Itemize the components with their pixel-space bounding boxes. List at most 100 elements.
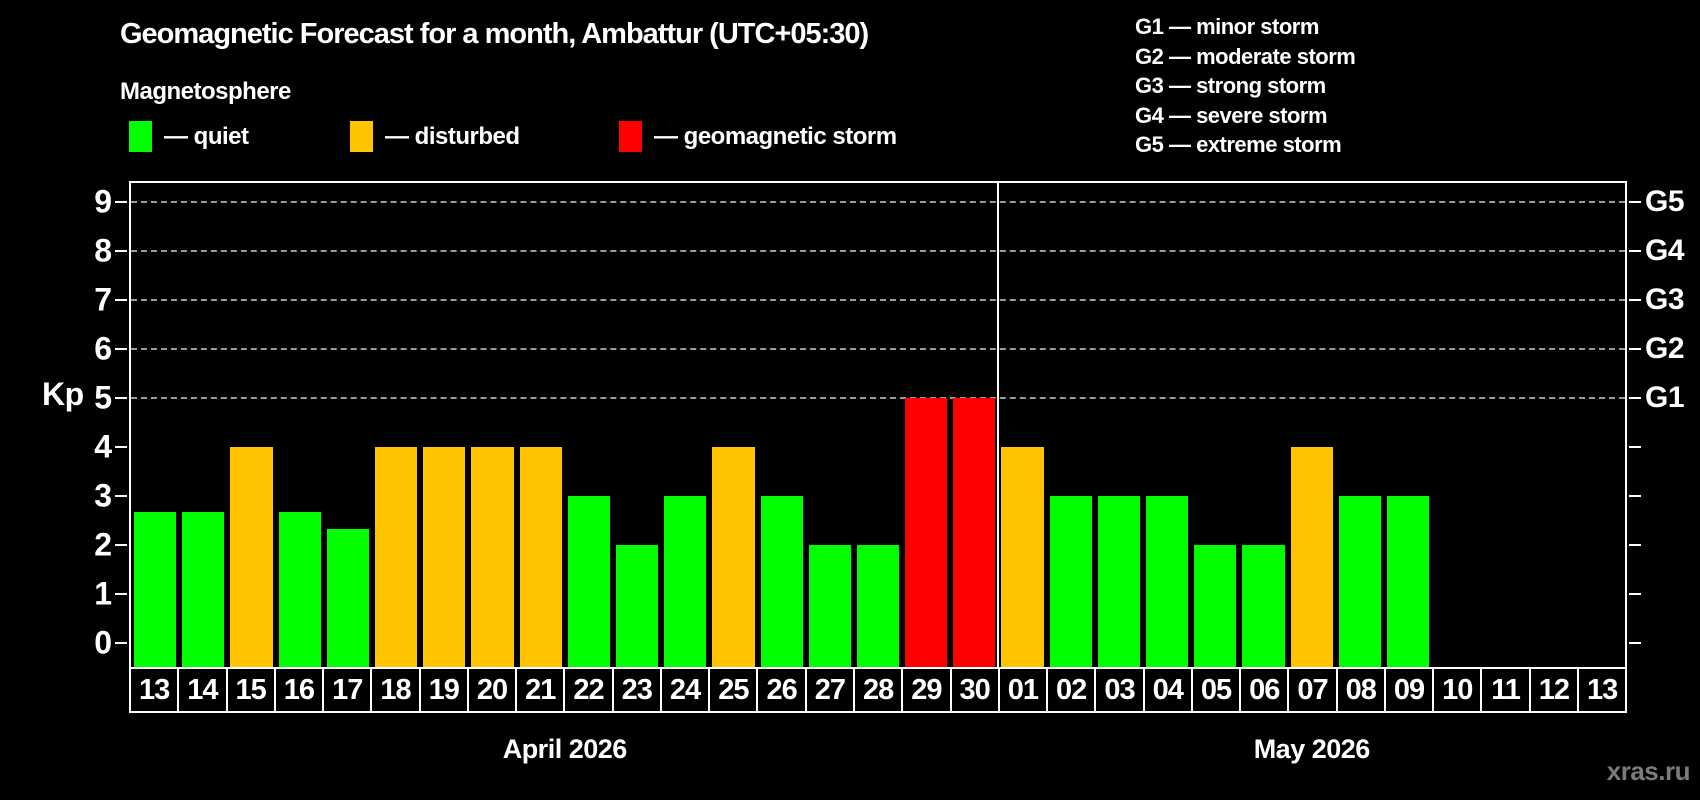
kp-bar (1049, 496, 1092, 667)
disturbed-swatch-icon (350, 121, 373, 152)
kp-bar (326, 528, 369, 667)
kp-bar (905, 398, 948, 667)
y-tick-label: 6 (94, 330, 112, 367)
day-label: 11 (1482, 669, 1531, 711)
y-tick-label: 3 (94, 477, 112, 514)
kp-bar (230, 447, 273, 667)
day-label: 14 (179, 669, 228, 711)
legend-label: — quiet (164, 122, 249, 150)
day-label: 18 (372, 669, 421, 711)
kp-bar (1001, 447, 1044, 667)
kp-bar (1242, 545, 1285, 667)
kp-bar (712, 447, 755, 667)
g-level-label: G2 (1645, 332, 1685, 365)
y-axis-label: Kp (42, 376, 84, 412)
legend-item-storm: — geomagnetic storm (619, 121, 897, 152)
day-label: 13 (1586, 673, 1618, 706)
y-axis-tick (115, 250, 127, 252)
kp-bar (471, 447, 514, 667)
y-axis-tick (1629, 397, 1641, 399)
day-label: 29 (903, 669, 952, 711)
y-axis-tick (115, 397, 127, 399)
plot-area: 0 1 2 3 4 5 6 7 8 9 G1 G2 G3 G4 G5 13 14 15 16 17 18 19 20 21 22… (94, 181, 1685, 713)
day-label: 12 (1531, 669, 1579, 711)
y-tick-label: 0 (94, 624, 112, 661)
g-legend-line: G5 — extreme storm (1135, 132, 1342, 157)
y-tick-label: 4 (94, 428, 112, 465)
day-label: 24 (662, 669, 711, 711)
kp-bar (808, 545, 851, 667)
y-axis-tick (1629, 446, 1641, 448)
day-label: 07 (1289, 669, 1338, 711)
y-axis-tick (1629, 593, 1641, 595)
kp-bar (374, 447, 418, 667)
chart-subtitle: Magnetosphere (120, 78, 291, 105)
legend-label: — geomagnetic storm (654, 122, 897, 150)
y-axis-tick (1629, 642, 1641, 644)
y-tick-label: 9 (94, 183, 112, 220)
g-level-label: G5 (1645, 185, 1685, 218)
day-label: 04 (1145, 669, 1193, 711)
day-label: 25 (710, 669, 759, 711)
day-label: 20 (469, 669, 518, 711)
y-tick-label: 5 (94, 379, 112, 416)
day-label: 08 (1338, 669, 1386, 711)
y-axis-tick (115, 544, 127, 546)
gridline (131, 201, 1625, 203)
day-label: 19 (421, 669, 469, 711)
day-label: 30 (952, 669, 1000, 711)
kp-bar (856, 545, 900, 667)
day-label: 22 (565, 669, 614, 711)
y-axis-tick (1629, 495, 1641, 497)
y-tick-label: 8 (94, 232, 112, 269)
kp-bar (278, 512, 321, 667)
kp-bar (664, 496, 707, 667)
kp-bar (519, 447, 562, 667)
day-label: 10 (1434, 669, 1483, 711)
plot-inner: 0 1 2 3 4 5 6 7 8 9 G1 G2 G3 G4 G5 13 14 15 16 17 18 19 20 21 22… (94, 183, 1685, 713)
kp-bar (953, 398, 996, 667)
kp-bar (760, 496, 803, 667)
gridline (131, 348, 1625, 350)
day-label: 21 (517, 669, 566, 711)
y-axis-tick (115, 495, 127, 497)
kp-bar (1290, 447, 1333, 667)
y-axis-tick (115, 446, 127, 448)
quiet-swatch-icon (129, 121, 152, 152)
y-axis-tick (115, 299, 127, 301)
y-tick-label: 2 (94, 526, 112, 563)
y-axis-tick (115, 642, 127, 644)
g-legend-line: G1 — minor storm (1135, 14, 1319, 39)
month-separator-line (997, 183, 1000, 667)
kp-bar (423, 447, 466, 667)
y-axis-tick (115, 201, 127, 203)
day-label: 13 (131, 669, 180, 711)
kp-bar (1387, 496, 1430, 667)
day-label: 27 (807, 669, 855, 711)
day-label: 09 (1386, 669, 1435, 711)
gridline (131, 250, 1625, 252)
page-title: Geomagnetic Forecast for a month, Ambatt… (120, 18, 869, 50)
day-label: 03 (1096, 669, 1145, 711)
g-legend-line: G4 — severe storm (1135, 102, 1328, 128)
day-label-row: 13 14 15 16 17 18 19 20 21 22 23 24 25 26 27 28 29 30 01 02… (129, 667, 1627, 713)
kp-bar (1338, 496, 1382, 667)
day-label: 02 (1048, 669, 1097, 711)
gridline (131, 397, 1625, 399)
kp-bar (182, 512, 225, 667)
g-legend-line: G3 — strong storm (1135, 73, 1326, 98)
legend-item-disturbed: — disturbed (350, 121, 520, 152)
day-label: 28 (855, 669, 904, 711)
day-label: 01 (1000, 669, 1049, 711)
day-label: 16 (276, 669, 325, 711)
day-label: 17 (324, 669, 373, 711)
y-tick-label: 1 (94, 575, 112, 612)
y-axis-tick (1629, 348, 1641, 350)
y-axis-tick (115, 348, 127, 350)
day-label: 23 (614, 669, 662, 711)
kp-bar (1097, 496, 1141, 667)
month-label-may: May 2026 (1253, 734, 1371, 764)
legend-label: — disturbed (385, 122, 520, 150)
day-label: 06 (1241, 669, 1290, 711)
